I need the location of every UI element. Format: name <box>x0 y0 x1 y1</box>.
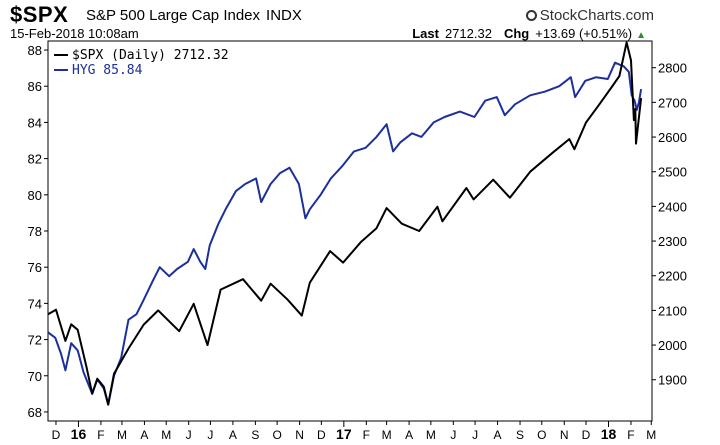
x-tick-label: F <box>627 428 634 442</box>
left-axis: 68 70 72 74 76 78 80 82 84 86 88 <box>28 43 48 420</box>
x-tick-label: 17 <box>336 426 352 442</box>
right-tick-label: 2600 <box>658 130 687 145</box>
right-tick-label: 2300 <box>658 234 687 249</box>
x-tick-label: 18 <box>601 426 617 442</box>
last-value: 2712.32 <box>444 26 492 41</box>
right-tick-label: 2500 <box>658 165 687 180</box>
right-tick-label: 2400 <box>658 199 687 214</box>
legend: $SPX (Daily) 2712.32 HYG 85.84 <box>54 48 229 78</box>
legend-label-spx: $SPX (Daily) 2712.32 <box>72 48 229 63</box>
x-tick-label: D <box>317 428 326 442</box>
series-line-spx <box>47 41 643 406</box>
left-tick-label: 74 <box>28 296 42 311</box>
x-tick-label: A <box>494 428 502 442</box>
left-tick-label: 86 <box>28 79 42 94</box>
x-tick-label: O <box>272 428 281 442</box>
last-label: Last <box>412 26 439 41</box>
x-tick-label: A <box>140 428 148 442</box>
left-tick-label: 78 <box>28 224 42 239</box>
x-tick-label: A <box>229 428 237 442</box>
x-tick-label: M <box>646 428 656 442</box>
right-tick-label: 2200 <box>658 269 687 284</box>
x-tick-label: N <box>295 428 304 442</box>
up-arrow-icon: ▲ <box>636 30 646 41</box>
x-tick-label: M <box>161 428 171 442</box>
index-name-text: S&P 500 Large Cap Index <box>86 7 261 24</box>
x-tick-label: S <box>251 428 259 442</box>
x-tick-label: S <box>516 428 524 442</box>
brand-logo[interactable]: StockCharts.com <box>525 7 654 24</box>
right-axis: 1900 2000 2100 2200 2300 2400 2500 2600 2700 2800 <box>652 61 687 388</box>
timestamp: 15-Feb-2018 10:08am <box>10 26 139 41</box>
x-tick-label: 16 <box>71 426 87 442</box>
plot-frame <box>47 40 653 422</box>
legend-label-hyg: HYG 85.84 <box>72 63 143 78</box>
x-tick-label: D <box>582 428 591 442</box>
x-tick-label: O <box>537 428 546 442</box>
left-tick-label: 82 <box>28 152 42 167</box>
right-tick-label: 2000 <box>658 338 687 353</box>
x-tick-label: J <box>207 428 213 442</box>
x-axis: D 16 F M A M J J A S O N D 17 F M A M J J A S O N D 18 F M <box>52 421 656 442</box>
left-tick-label: 70 <box>28 369 42 384</box>
quote-summary: Last 2712.32 Chg +13.69 (+0.51%) ▲ <box>412 26 646 41</box>
chg-label: Chg <box>503 26 530 41</box>
x-tick-label: M <box>117 428 127 442</box>
x-tick-label: J <box>186 428 192 442</box>
x-tick-label: F <box>363 428 370 442</box>
symbol-label: $SPX <box>10 2 69 27</box>
left-tick-label: 84 <box>28 115 42 130</box>
left-tick-label: 76 <box>28 260 42 275</box>
right-tick-label: 1900 <box>658 373 687 388</box>
x-tick-label: F <box>97 428 104 442</box>
exchange-label: INDX <box>266 7 302 24</box>
brand-text: StockCharts.com <box>539 7 654 24</box>
x-tick-label: M <box>426 428 436 442</box>
x-tick-label: M <box>382 428 392 442</box>
stockcharts-logo-icon <box>525 10 537 21</box>
right-tick-label: 2700 <box>658 95 687 110</box>
left-tick-label: 80 <box>28 188 42 203</box>
right-tick-label: 2100 <box>658 303 687 318</box>
right-tick-label: 2800 <box>658 61 687 76</box>
left-tick-label: 88 <box>28 43 42 58</box>
index-name: S&P 500 Large Cap Index INDX <box>86 7 302 24</box>
left-tick-label: 72 <box>28 333 42 348</box>
series-line-hyg <box>47 61 643 406</box>
left-tick-label: 68 <box>28 405 42 420</box>
chg-value: +13.69 (+0.51%) <box>535 26 633 41</box>
x-tick-label: J <box>450 428 456 442</box>
chart-header: $SPX S&P 500 Large Cap Index INDX StockCh… <box>0 0 720 41</box>
x-tick-label: D <box>52 428 61 442</box>
series-layer <box>47 41 643 406</box>
x-tick-label: J <box>472 428 478 442</box>
x-tick-label: A <box>405 428 413 442</box>
x-tick-label: N <box>560 428 569 442</box>
